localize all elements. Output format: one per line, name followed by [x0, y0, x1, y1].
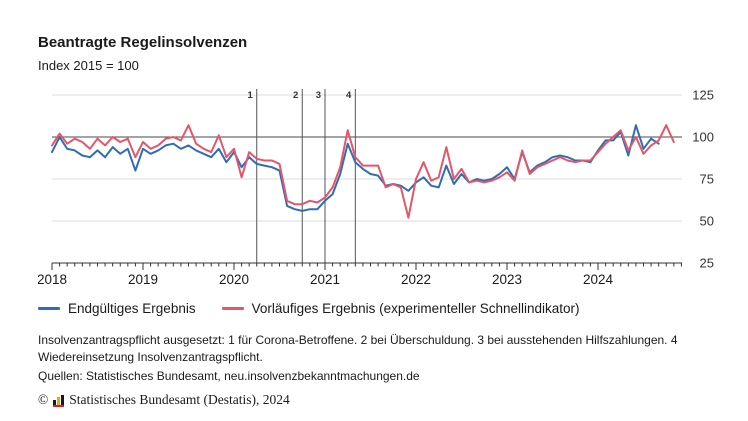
series-line-final [51, 124, 660, 212]
x-axis-year-label: 2024 [583, 272, 614, 287]
x-axis-year-label: 2022 [401, 272, 431, 287]
y-axis-tick-label: 100 [692, 130, 714, 145]
reference-line-label: 4 [346, 90, 352, 101]
chart-legend: Endgültiges Ergebnis Vorläufiges Ergebni… [38, 301, 580, 316]
y-axis-tick-label: 125 [692, 88, 714, 103]
footnote-refline-explanation: Insolvenzantragspflicht ausgesetzt: 1 fü… [38, 333, 678, 365]
line-chart: 25 50 75 100 125 1 2 3 4 2018 2019 2020 2021 2022 2023… [38, 88, 714, 288]
copyright-line: © Statistisches Bundesamt (Destatis), 20… [38, 392, 290, 408]
destatis-logo-icon [53, 395, 65, 407]
x-axis-year-label: 2018 [38, 272, 67, 287]
y-axis-tick-label: 25 [700, 256, 714, 271]
legend-label-final: Endgültiges Ergebnis [68, 301, 196, 316]
reference-line-label: 1 [247, 90, 253, 101]
x-axis-year-label: 2023 [492, 272, 522, 287]
legend-item-final: Endgültiges Ergebnis [38, 301, 196, 316]
copyright-symbol: © [38, 392, 49, 407]
copyright-text: Statistisches Bundesamt (Destatis), 2024 [69, 392, 290, 407]
legend-swatch-blue [38, 307, 60, 310]
reference-line-label: 2 [293, 90, 298, 101]
chart-subtitle: Index 2015 = 100 [38, 58, 139, 73]
legend-item-preliminary: Vorläufiges Ergebnis (experimenteller Sc… [221, 301, 580, 316]
legend-swatch-red [221, 307, 244, 310]
footnotes: Insolvenzantragspflicht ausgesetzt: 1 fü… [38, 332, 740, 387]
series-line-preliminary [51, 124, 675, 219]
x-axis-year-label: 2020 [219, 272, 249, 287]
y-axis-tick-label: 50 [700, 214, 714, 229]
x-axis-year-label: 2021 [310, 272, 340, 287]
chart-title: Beantragte Regelinsolvenzen [38, 34, 248, 51]
y-axis-tick-label: 75 [700, 172, 714, 187]
legend-label-preliminary: Vorläufiges Ergebnis (experimenteller Sc… [251, 301, 580, 316]
reference-line-label: 3 [316, 90, 321, 101]
x-axis-year-label: 2019 [128, 272, 158, 287]
footnote-sources: Quellen: Statistisches Bundesamt, neu.in… [38, 369, 420, 384]
